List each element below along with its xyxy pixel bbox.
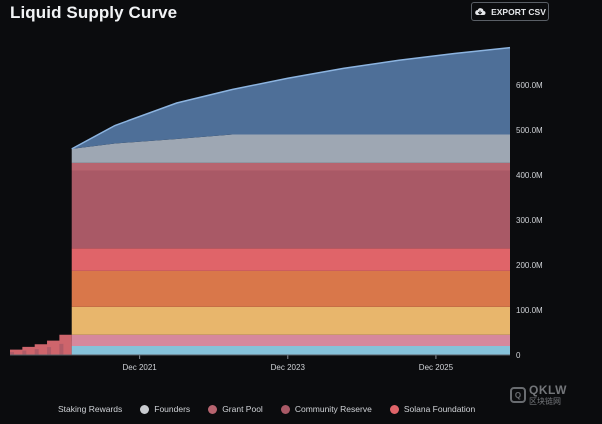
legend-swatch-solana-foundation: [389, 404, 399, 414]
area-founders: [71, 134, 510, 163]
watermark-sub: 区块链网: [529, 397, 561, 406]
area-grant-pool: [71, 162, 510, 171]
watermark-text: QKLW 区块链网: [529, 384, 567, 406]
legend-item-solana-foundation[interactable]: Solana Foundation: [389, 404, 476, 414]
pre-cliff-bar: [47, 347, 52, 355]
area-community-reserve: [71, 170, 510, 249]
chart-axes: 0 100.0M 200.0M 300.0M 400.0M 500.0M 600.0M Dec…: [10, 81, 543, 372]
x-tick-label: Dec 2023: [271, 363, 306, 372]
y-tick-label: 100.0M: [516, 306, 543, 315]
legend-label: Staking Rewards: [58, 404, 123, 414]
legend-item-founders[interactable]: Founders: [140, 404, 190, 414]
legend-swatch-grant-pool: [208, 404, 218, 414]
pre-cliff-bar: [34, 349, 39, 355]
total-supply-line: [71, 46, 511, 150]
y-tick-label: 500.0M: [516, 126, 543, 135]
page-title: Liquid Supply Curve: [10, 3, 178, 22]
x-tick-label: Dec 2025: [419, 363, 454, 372]
legend-label: Community Reserve: [294, 404, 372, 414]
legend-label: Grant Pool: [222, 404, 263, 414]
pre-cliff-bar: [22, 350, 27, 355]
legend-swatch-founders: [140, 404, 150, 414]
x-tick-label: Dec 2021: [123, 363, 158, 372]
area-pink-band: [71, 334, 510, 346]
watermark-logo-icon: Q: [510, 387, 526, 403]
area-yellow-band: [71, 306, 510, 335]
pre-cliff-bar: [59, 343, 64, 355]
watermark: Q QKLW 区块链网: [510, 384, 567, 406]
area-orange-band: [71, 270, 510, 307]
y-tick-label: 300.0M: [516, 216, 543, 225]
cloud-download-icon: [475, 7, 486, 15]
legend-item-grant-pool[interactable]: Grant Pool: [208, 404, 263, 414]
y-tick-label: 200.0M: [516, 261, 543, 270]
legend-item-staking-rewards[interactable]: Staking Rewards: [58, 404, 122, 414]
export-csv-button[interactable]: EXPORT CSV: [471, 2, 549, 21]
y-tick-label: 600.0M: [516, 81, 543, 90]
y-tick-label: 0: [516, 351, 521, 360]
legend-label: Founders: [154, 404, 191, 414]
legend-swatch-community-reserve: [280, 404, 290, 414]
pre-cliff-area: [10, 330, 72, 355]
chart-areas: [10, 46, 511, 355]
area-red-band: [71, 248, 510, 271]
watermark-main: QKLW: [529, 383, 567, 397]
area-staking-rewards: [71, 47, 510, 149]
legend-label: Solana Foundation: [403, 404, 476, 414]
y-tick-label: 400.0M: [516, 171, 543, 180]
legend-item-community-reserve[interactable]: Community Reserve: [280, 404, 372, 414]
export-csv-label: EXPORT CSV: [491, 6, 546, 17]
area-light-blue-band: [71, 346, 510, 355]
chart-legend: Staking Rewards Founders Grant Pool Comm…: [58, 404, 475, 414]
pre-cliff-bar: [10, 352, 14, 355]
